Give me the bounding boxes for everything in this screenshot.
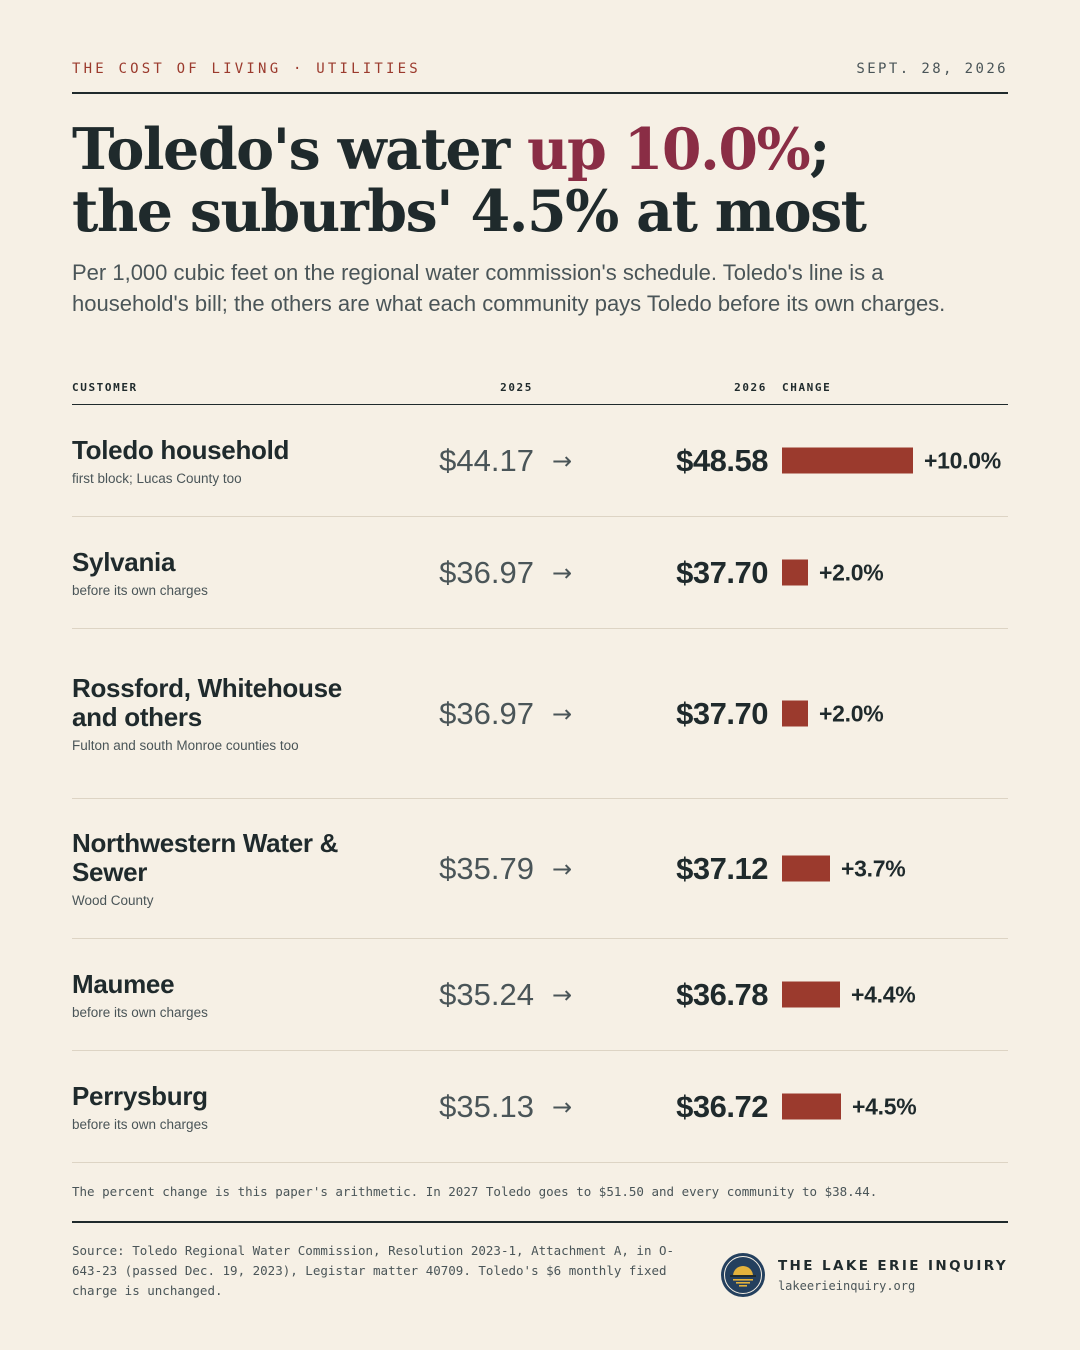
source-note: Source: Toledo Regional Water Commission… — [72, 1243, 675, 1298]
arrow-icon: → — [552, 854, 573, 883]
customer-note: before its own charges — [72, 582, 208, 598]
dek: Per 1,000 cubic feet on the regional wat… — [72, 260, 946, 316]
table-row: Toledo household first block; Lucas Count… — [72, 405, 1008, 517]
customer-cell: Toledo household first block; Lucas Count… — [72, 405, 362, 516]
customer-cell: Rossford, Whitehouse and others Fulton an… — [72, 629, 362, 798]
rate-2025: $35.79 — [439, 850, 534, 886]
change-cell: +4.5% — [782, 1093, 917, 1120]
rate-2026: $37.70 — [676, 695, 768, 731]
arrow-icon: → — [552, 1092, 573, 1121]
headline-accent: up 10.0% — [527, 116, 811, 183]
footnote: The percent change is this paper's arith… — [72, 1184, 878, 1199]
table-row: Northwestern Water & Sewer Wood County $35… — [72, 799, 1008, 939]
rate-2025: $35.13 — [439, 1088, 534, 1124]
change-label: +3.7% — [841, 855, 906, 881]
headline-line2: the suburbs' 4.5% at most — [72, 178, 867, 245]
change-label: +4.5% — [852, 1093, 917, 1119]
change-cell: +2.0% — [782, 559, 884, 586]
change-bar — [782, 447, 913, 474]
dateline: SEPT. 28, 2026 — [856, 61, 1008, 77]
top-bar: THE COST OF LIVING · UTILITIES SEPT. 28,… — [72, 61, 1008, 94]
change-label: +10.0% — [924, 447, 1001, 473]
rate-2025: $36.97 — [439, 695, 534, 731]
brand: THE LAKE ERIE INQUIRY lakeerieinquiry.or… — [720, 1252, 1008, 1298]
change-label: +4.4% — [851, 981, 916, 1007]
column-header-customer: CUSTOMER — [72, 381, 138, 394]
brand-text: THE LAKE ERIE INQUIRY lakeerieinquiry.or… — [778, 1258, 1008, 1293]
column-header-change: CHANGE — [782, 381, 832, 394]
customer-name: Maumee — [72, 968, 175, 999]
change-cell: +4.4% — [782, 981, 916, 1008]
headline-part1: Toledo's water — [72, 116, 528, 183]
customer-cell: Maumee before its own charges — [72, 939, 362, 1050]
change-cell: +3.7% — [782, 855, 906, 882]
table-row: Perrysburg before its own charges $35.13 → $… — [72, 1051, 1008, 1163]
headline-part2: ; — [809, 116, 830, 183]
customer-note: before its own charges — [72, 1116, 208, 1132]
change-bar — [782, 855, 830, 882]
customer-name: Northwestern Water & Sewer — [72, 828, 339, 887]
column-header-2026: 2026 — [734, 381, 767, 394]
rate-2025: $36.97 — [439, 554, 534, 590]
arrow-icon: → — [552, 446, 573, 475]
customer-cell: Sylvania before its own charges — [72, 517, 362, 628]
customer-cell: Perrysburg before its own charges — [72, 1051, 362, 1162]
customer-name: Sylvania — [72, 546, 176, 577]
column-header-2025: 2025 — [500, 381, 533, 394]
change-label: +2.0% — [819, 700, 884, 726]
headline: Toledo's water up 10.0%; the suburbs' 4.… — [72, 119, 1012, 243]
customer-name: Rossford, Whitehouse and others — [72, 673, 342, 732]
change-bar — [782, 559, 808, 586]
rate-2025: $44.17 — [439, 442, 534, 478]
customer-name: Perrysburg — [72, 1080, 208, 1111]
rate-2026: $48.58 — [676, 442, 768, 478]
rate-2026: $36.78 — [676, 976, 768, 1012]
change-bar — [782, 1093, 841, 1120]
header-rule — [72, 404, 1008, 405]
change-bar — [782, 700, 808, 727]
table-row: Rossford, Whitehouse and others Fulton an… — [72, 629, 1008, 799]
arrow-icon: → — [552, 699, 573, 728]
rate-table: Toledo household first block; Lucas Count… — [72, 405, 1008, 1163]
customer-note: Wood County — [72, 893, 154, 908]
customer-note: before its own charges — [72, 1004, 208, 1020]
rate-2025: $35.24 — [439, 976, 534, 1012]
rate-2026: $36.72 — [676, 1088, 768, 1124]
customer-name: Toledo household — [72, 434, 290, 465]
table-row: Sylvania before its own charges $36.97 → $37… — [72, 517, 1008, 629]
rate-2026: $37.12 — [676, 850, 768, 886]
rate-2026: $37.70 — [676, 554, 768, 590]
table-row: Maumee before its own charges $35.24 → $36.7… — [72, 939, 1008, 1051]
change-label: +2.0% — [819, 559, 884, 585]
lake-sunset-icon — [720, 1253, 765, 1297]
footer-rule — [72, 1221, 1008, 1223]
customer-note: Fulton and south Monroe counties too — [72, 738, 299, 753]
change-bar — [782, 981, 840, 1008]
change-cell: +2.0% — [782, 700, 884, 727]
customer-cell: Northwestern Water & Sewer Wood County — [72, 799, 362, 938]
brand-url[interactable]: lakeerieinquiry.org — [777, 1278, 916, 1293]
arrow-icon: → — [552, 980, 573, 1009]
section-kicker: THE COST OF LIVING · UTILITIES — [72, 61, 421, 77]
customer-note: first block; Lucas County too — [72, 470, 242, 486]
arrow-icon: → — [552, 558, 573, 587]
brand-name: THE LAKE ERIE INQUIRY — [777, 1257, 1008, 1274]
change-cell: +10.0% — [782, 447, 1001, 474]
